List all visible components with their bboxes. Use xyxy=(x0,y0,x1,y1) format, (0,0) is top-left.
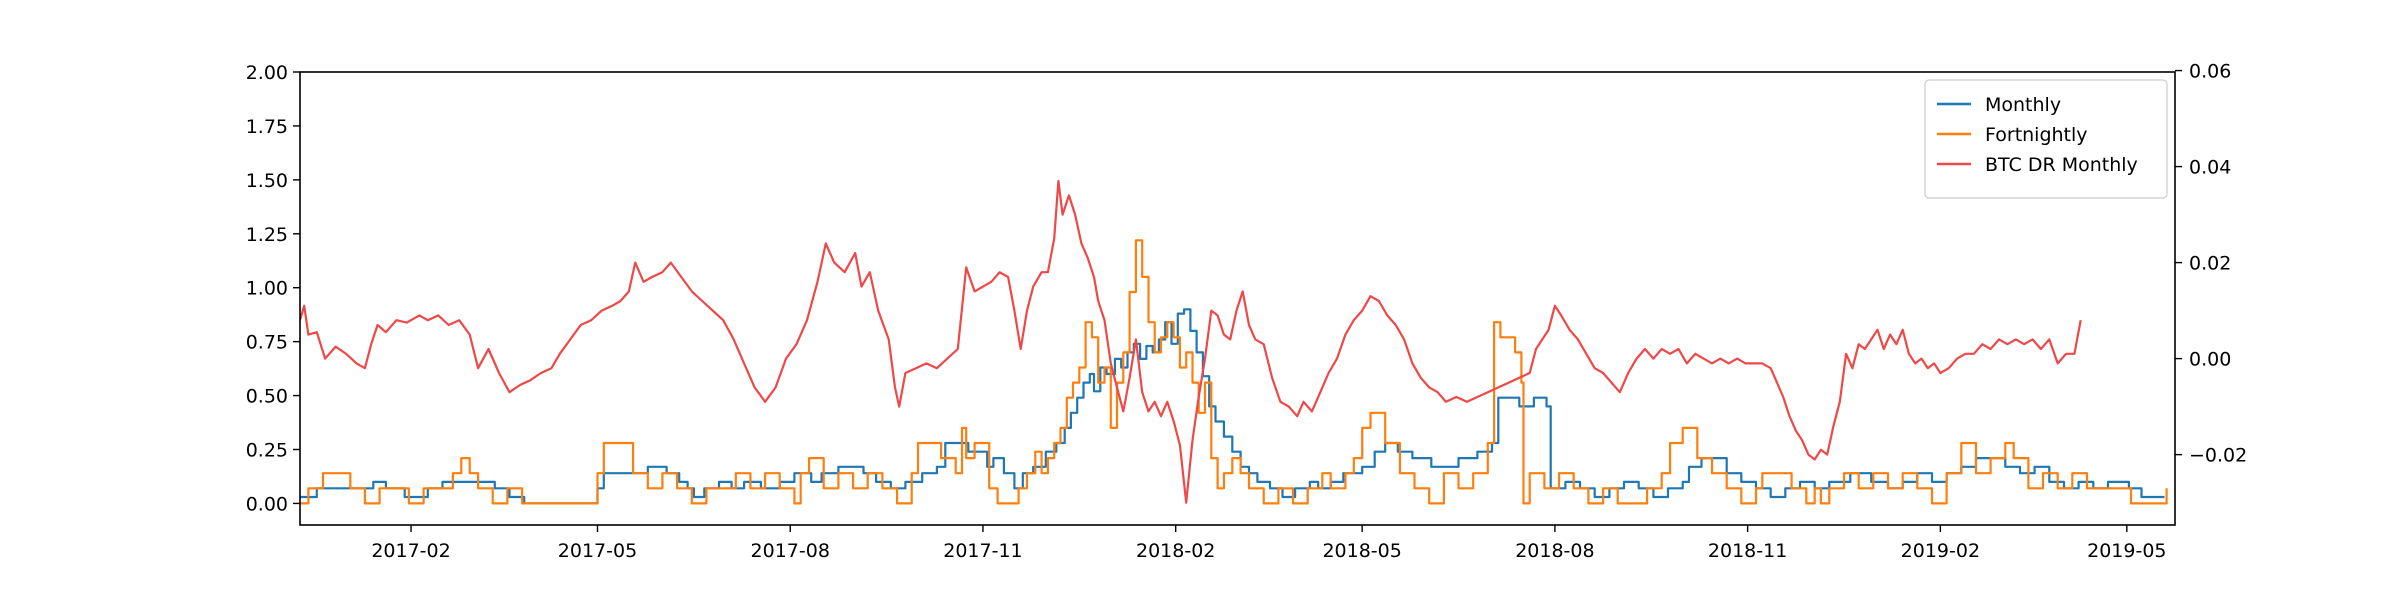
legend-label-monthly: Monthly xyxy=(1985,94,2061,116)
x-tick-label: 2017-08 xyxy=(751,540,830,562)
x-tick-label: 2018-08 xyxy=(1515,540,1594,562)
legend-label-fortnightly: Fortnightly xyxy=(1985,124,2088,146)
y-tick-label: 0.25 xyxy=(246,440,288,462)
x-tick-label: 2017-02 xyxy=(371,540,450,562)
x-tick-label: 2018-02 xyxy=(1136,540,1215,562)
y2-tick-label: 0.06 xyxy=(2189,61,2231,83)
series-line-fortnightly xyxy=(300,239,2168,505)
y2-tick-label: 0.04 xyxy=(2189,157,2231,179)
plot-frame xyxy=(299,71,2176,526)
x-tick-label: 2017-11 xyxy=(943,540,1022,562)
y-tick-label: 1.00 xyxy=(246,278,288,300)
y-tick-label: 1.25 xyxy=(246,224,288,246)
x-tick-label: 2019-02 xyxy=(1901,540,1980,562)
y2-tick-label: −0.02 xyxy=(2189,445,2247,467)
y2-tick-label: 0.02 xyxy=(2189,253,2231,275)
x-tick-label: 2018-11 xyxy=(1708,540,1787,562)
x-tick-label: 2017-05 xyxy=(558,540,637,562)
y-tick-label: 2.00 xyxy=(246,62,288,84)
y-tick-label: 0.50 xyxy=(246,386,288,408)
plot-area xyxy=(300,179,2168,505)
legend: Monthly Fortnightly BTC DR Monthly xyxy=(1924,79,2168,199)
x-tick-label: 2018-05 xyxy=(1322,540,1401,562)
y-tick-label: 0.75 xyxy=(246,332,288,354)
legend-box xyxy=(1924,79,2168,199)
axes: 2017-02 2017-05 2017-08 2017-11 2018-02 2018-… xyxy=(246,61,2248,562)
y2-tick-label: 0.00 xyxy=(2189,349,2231,371)
x-tick-label: 2019-05 xyxy=(2087,540,2166,562)
y-tick-label: 1.75 xyxy=(246,116,288,138)
y-tick-label: 0.00 xyxy=(246,493,288,515)
series-line-btc-dr-monthly xyxy=(300,179,2082,504)
y-tick-label: 1.50 xyxy=(246,170,288,192)
legend-label-btc-dr-monthly: BTC DR Monthly xyxy=(1985,154,2138,176)
